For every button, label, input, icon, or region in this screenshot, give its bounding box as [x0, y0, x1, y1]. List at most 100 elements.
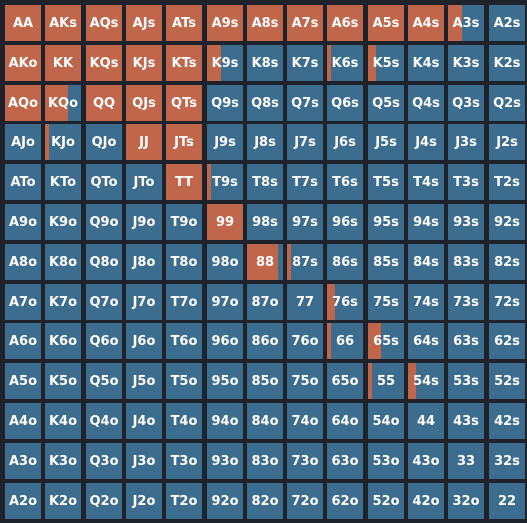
hand-cell[interactable]: Q7s: [287, 85, 323, 121]
hand-cell[interactable]: 73o: [287, 443, 323, 479]
hand-cell[interactable]: KTo: [45, 164, 81, 200]
hand-cell[interactable]: T9o: [166, 204, 202, 240]
hand-cell[interactable]: 76o: [287, 323, 323, 359]
hand-cell[interactable]: A3o: [5, 443, 41, 479]
hand-cell[interactable]: J4s: [408, 124, 444, 160]
hand-cell[interactable]: A9o: [5, 204, 41, 240]
hand-cell[interactable]: 43o: [408, 443, 444, 479]
hand-cell[interactable]: T9s: [207, 164, 243, 200]
hand-cell[interactable]: K5s: [368, 45, 404, 81]
hand-cell[interactable]: K2s: [489, 45, 525, 81]
hand-cell[interactable]: K3s: [448, 45, 484, 81]
hand-cell[interactable]: QJs: [126, 85, 162, 121]
hand-cell[interactable]: A6s: [327, 5, 363, 41]
hand-cell[interactable]: 66: [327, 323, 363, 359]
hand-cell[interactable]: 55: [368, 363, 404, 399]
hand-cell[interactable]: 62o: [327, 483, 363, 519]
hand-cell[interactable]: 44: [408, 403, 444, 439]
hand-cell[interactable]: QQ: [86, 85, 122, 121]
hand-cell[interactable]: 65o: [327, 363, 363, 399]
hand-cell[interactable]: 62s: [489, 323, 525, 359]
hand-cell[interactable]: 87o: [247, 284, 283, 320]
hand-cell[interactable]: A4s: [408, 5, 444, 41]
hand-cell[interactable]: 54o: [368, 403, 404, 439]
hand-cell[interactable]: J8o: [126, 244, 162, 280]
hand-cell[interactable]: J8s: [247, 124, 283, 160]
hand-cell[interactable]: KTs: [166, 45, 202, 81]
hand-cell[interactable]: J5o: [126, 363, 162, 399]
hand-cell[interactable]: 95s: [368, 204, 404, 240]
hand-cell[interactable]: QJo: [86, 124, 122, 160]
hand-cell[interactable]: 72s: [489, 284, 525, 320]
hand-cell[interactable]: KJo: [45, 124, 81, 160]
hand-cell[interactable]: K2o: [45, 483, 81, 519]
hand-cell[interactable]: Q7o: [86, 284, 122, 320]
hand-cell[interactable]: K9o: [45, 204, 81, 240]
hand-cell[interactable]: J2s: [489, 124, 525, 160]
hand-cell[interactable]: T8o: [166, 244, 202, 280]
hand-cell[interactable]: J7o: [126, 284, 162, 320]
hand-cell[interactable]: AA: [5, 5, 41, 41]
hand-cell[interactable]: K7s: [287, 45, 323, 81]
hand-cell[interactable]: Q2o: [86, 483, 122, 519]
hand-cell[interactable]: 63s: [448, 323, 484, 359]
hand-cell[interactable]: JJ: [126, 124, 162, 160]
hand-cell[interactable]: 32o: [448, 483, 484, 519]
hand-cell[interactable]: K4s: [408, 45, 444, 81]
hand-cell[interactable]: A8s: [247, 5, 283, 41]
hand-cell[interactable]: Q5s: [368, 85, 404, 121]
hand-cell[interactable]: 52s: [489, 363, 525, 399]
hand-cell[interactable]: 42s: [489, 403, 525, 439]
hand-cell[interactable]: 82s: [489, 244, 525, 280]
hand-cell[interactable]: KK: [45, 45, 81, 81]
hand-cell[interactable]: AKs: [45, 5, 81, 41]
hand-cell[interactable]: J3o: [126, 443, 162, 479]
hand-cell[interactable]: AJs: [126, 5, 162, 41]
hand-cell[interactable]: 99: [207, 204, 243, 240]
hand-cell[interactable]: KQs: [86, 45, 122, 81]
hand-cell[interactable]: 75s: [368, 284, 404, 320]
hand-cell[interactable]: 53o: [368, 443, 404, 479]
hand-cell[interactable]: 65s: [368, 323, 404, 359]
hand-cell[interactable]: T4o: [166, 403, 202, 439]
hand-cell[interactable]: 96s: [327, 204, 363, 240]
hand-cell[interactable]: T7o: [166, 284, 202, 320]
hand-cell[interactable]: TT: [166, 164, 202, 200]
hand-cell[interactable]: Q8s: [247, 85, 283, 121]
hand-cell[interactable]: T4s: [408, 164, 444, 200]
hand-cell[interactable]: A9s: [207, 5, 243, 41]
hand-cell[interactable]: 94o: [207, 403, 243, 439]
hand-cell[interactable]: A8o: [5, 244, 41, 280]
hand-cell[interactable]: Q6s: [327, 85, 363, 121]
hand-cell[interactable]: A3s: [448, 5, 484, 41]
hand-cell[interactable]: T5s: [368, 164, 404, 200]
hand-cell[interactable]: 74s: [408, 284, 444, 320]
hand-cell[interactable]: Q2s: [489, 85, 525, 121]
hand-cell[interactable]: J4o: [126, 403, 162, 439]
hand-cell[interactable]: 98s: [247, 204, 283, 240]
hand-cell[interactable]: 85o: [247, 363, 283, 399]
hand-cell[interactable]: 96o: [207, 323, 243, 359]
hand-cell[interactable]: 82o: [247, 483, 283, 519]
hand-cell[interactable]: Q3s: [448, 85, 484, 121]
hand-cell[interactable]: ATo: [5, 164, 41, 200]
hand-cell[interactable]: 88: [247, 244, 283, 280]
hand-cell[interactable]: 86o: [247, 323, 283, 359]
hand-cell[interactable]: 98o: [207, 244, 243, 280]
hand-cell[interactable]: 76s: [327, 284, 363, 320]
hand-cell[interactable]: ATs: [166, 5, 202, 41]
hand-cell[interactable]: T2s: [489, 164, 525, 200]
hand-cell[interactable]: 97s: [287, 204, 323, 240]
hand-cell[interactable]: A6o: [5, 323, 41, 359]
hand-cell[interactable]: T2o: [166, 483, 202, 519]
hand-cell[interactable]: Q4o: [86, 403, 122, 439]
hand-cell[interactable]: KJs: [126, 45, 162, 81]
hand-cell[interactable]: 97o: [207, 284, 243, 320]
hand-cell[interactable]: J6o: [126, 323, 162, 359]
hand-cell[interactable]: 32s: [489, 443, 525, 479]
hand-cell[interactable]: J5s: [368, 124, 404, 160]
hand-cell[interactable]: 84s: [408, 244, 444, 280]
hand-cell[interactable]: K6o: [45, 323, 81, 359]
hand-cell[interactable]: K8o: [45, 244, 81, 280]
hand-cell[interactable]: 92s: [489, 204, 525, 240]
